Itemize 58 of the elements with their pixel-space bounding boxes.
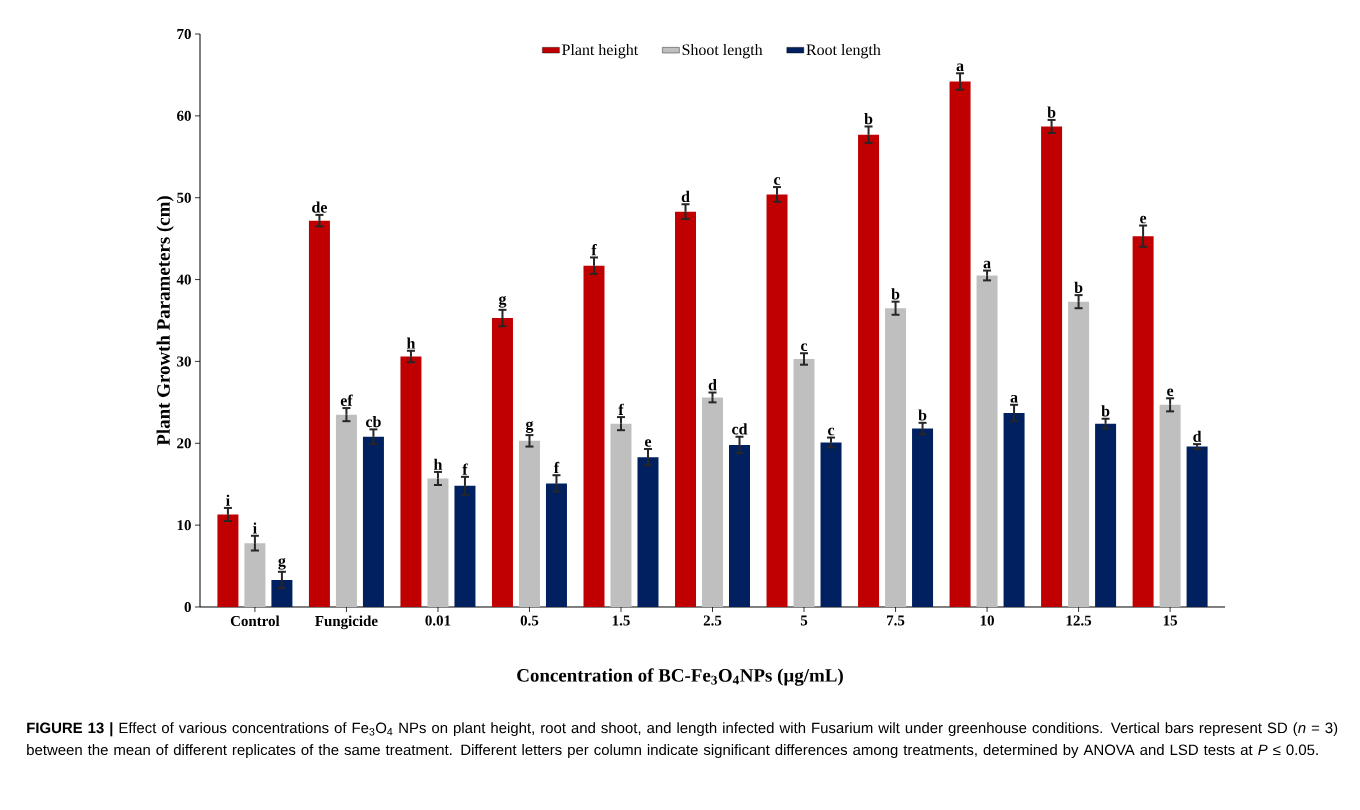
data-label: f	[553, 461, 560, 474]
data-label: de	[312, 201, 327, 213]
data-label: c	[774, 177, 781, 185]
data-label: e	[1167, 388, 1174, 397]
y-tick-label: 40	[176, 274, 191, 285]
x-tick-label: Control	[230, 615, 280, 627]
data-label: ef	[340, 394, 353, 406]
data-label: c	[801, 343, 808, 352]
y-tick-label: 70	[177, 28, 191, 40]
x-tick-label: 10	[980, 615, 994, 626]
data-label: i	[253, 522, 257, 534]
data-label: i	[226, 494, 230, 506]
x-axis-title: Concentration of BC-Fe$_{3}$O$_{4}$NPs (µg/mL)	[517, 668, 843, 686]
data-label: e	[645, 439, 652, 447]
y-tick-label: 50	[177, 192, 191, 203]
data-label: a	[956, 63, 964, 72]
y-tick-label: 20	[177, 438, 191, 449]
y-tick-label: 30	[177, 356, 191, 367]
x-tick-label: Fungicide	[315, 615, 378, 630]
data-label: cd	[732, 423, 748, 435]
x-tick-label: 0.5	[520, 615, 539, 626]
x-tick-label: 12.5	[1066, 615, 1092, 626]
data-label: a	[983, 260, 991, 269]
data-label: a	[1010, 394, 1018, 403]
data-label: b	[1047, 106, 1056, 118]
x-tick-label: 0.01	[425, 615, 451, 626]
x-tick-label: 1.5	[612, 615, 630, 626]
data-label: g	[278, 557, 286, 570]
data-label: d	[1193, 430, 1202, 442]
data-label: g	[498, 295, 507, 308]
legend-label: Root length	[806, 43, 881, 59]
data-label: b	[1101, 405, 1110, 417]
data-label: b	[891, 288, 900, 300]
data-label: b	[918, 409, 927, 421]
data-label: f	[618, 403, 624, 415]
data-label: b	[864, 113, 873, 125]
data-label: d	[681, 190, 690, 203]
data-label: f	[462, 463, 468, 475]
data-label: d	[708, 379, 717, 391]
data-label: h	[406, 337, 416, 349]
data-label: c	[828, 427, 835, 436]
data-label: b	[1074, 281, 1083, 293]
data-label: f	[591, 244, 597, 256]
x-tick-label: 5	[800, 615, 808, 626]
y-tick-label: 10	[177, 520, 191, 531]
text: FIGURE 13 | Effect of various concentrations of Fe$_{3}$O$_{4}$ NPs on plant height, root and shoot, and length infected with Fusarium wilt under greenhouse conditions. Vertical bars represent SD (n = 3) between the mean of different replicates of the same treatment. Different letters per column indicate significant differences among treatments, determined by ANOVA and LSD tests at P ≤ 0.05.	[27, 722, 1338, 759]
data-label: g	[525, 421, 534, 433]
y-tick-label: 60	[177, 110, 191, 121]
y-tick-label: 0	[184, 601, 191, 613]
data-label: e	[1140, 215, 1147, 224]
y-axis-title: Plant Growth Parameters (cm)	[156, 196, 174, 446]
x-tick-label: 15	[1163, 615, 1178, 626]
x-tick-label: 7.5	[887, 615, 905, 626]
data-label: cb	[366, 415, 381, 428]
legend-label: Plant height	[562, 43, 639, 59]
data-label: h	[433, 458, 443, 470]
x-tick-label: 2.5	[703, 615, 722, 626]
legend-label: Shoot length	[682, 43, 763, 59]
